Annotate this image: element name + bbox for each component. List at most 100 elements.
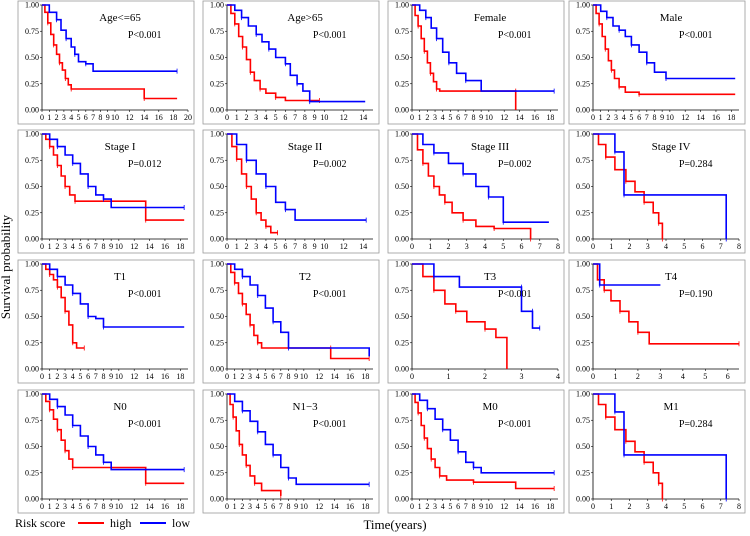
- km-curve-low: [593, 133, 727, 239]
- y-tick-label: 0.00: [25, 235, 39, 244]
- y-tick-label: 0.00: [210, 365, 224, 374]
- x-tick-label: 0: [591, 113, 595, 122]
- x-tick-label: 4: [664, 242, 668, 251]
- x-tick-label: 2: [447, 242, 451, 251]
- x-tick-label: 10: [115, 502, 123, 511]
- y-tick-label: 0.00: [25, 495, 39, 504]
- km-curve-high: [412, 263, 508, 369]
- x-tick-label: 12: [130, 242, 138, 251]
- x-tick-label: 5: [78, 372, 82, 381]
- x-tick-label: 7: [464, 502, 468, 511]
- x-tick-label: 0: [591, 242, 595, 251]
- x-tick-label: 1: [599, 113, 603, 122]
- x-tick-label: 3: [520, 372, 524, 381]
- x-tick-label: 4: [256, 372, 260, 381]
- x-tick-label: 2: [55, 113, 59, 122]
- panel-title: M1: [663, 401, 678, 413]
- x-tick-label: 2: [55, 242, 59, 251]
- x-tick-label: 6: [456, 502, 460, 511]
- x-tick-label: 1: [428, 242, 432, 251]
- x-tick-label: 16: [531, 502, 539, 511]
- x-tick-label: 9: [109, 242, 113, 251]
- legend-high-label: high: [110, 516, 131, 530]
- x-tick-label: 1: [235, 242, 239, 251]
- x-tick-label: 14: [146, 372, 154, 381]
- panel-pvalue: P=0.012: [128, 159, 162, 170]
- panel-pvalue: P<0.001: [498, 30, 532, 41]
- y-tick-label: 0.50: [210, 312, 224, 321]
- y-tick-label: 0.75: [210, 27, 224, 36]
- x-tick-label: 0: [410, 502, 414, 511]
- km-curve-high: [227, 393, 282, 496]
- x-tick-label: 16: [712, 113, 720, 122]
- x-tick-label: 3: [254, 242, 258, 251]
- x-tick-label: 18: [546, 502, 554, 511]
- y-tick-label: 1.00: [576, 390, 590, 399]
- km-panel: 0.000.250.500.751.000 1 2 3 4 5 6 7 8 9 10 12 14 16 18…: [17, 259, 195, 384]
- y-tick-label: 0.50: [395, 53, 409, 62]
- x-tick-label: 6: [283, 113, 287, 122]
- x-tick-label: 8: [303, 113, 307, 122]
- x-tick-label: 0: [40, 113, 44, 122]
- km-panel: 0.000.250.500.751.000 1 2 3 4 5 6 7 8 9 10 12 14 16 18…: [387, 390, 565, 514]
- panel-title: N0: [113, 401, 127, 413]
- x-tick-label: 10: [320, 113, 328, 122]
- y-tick-label: 0.75: [576, 286, 590, 295]
- panel-pvalue: P=0.002: [498, 159, 532, 170]
- x-tick-label: 1: [48, 372, 52, 381]
- y-tick-label: 0.25: [25, 79, 39, 88]
- x-tick-label: 8: [286, 372, 290, 381]
- x-tick-label: 4: [441, 502, 445, 511]
- x-tick-label: 5: [448, 502, 452, 511]
- x-tick-label: 6: [271, 502, 275, 511]
- y-tick-label: 0.75: [210, 286, 224, 295]
- x-tick-label: 0: [591, 372, 595, 381]
- x-tick-label: 8: [101, 372, 105, 381]
- y-tick-label: 0.75: [210, 416, 224, 425]
- panel-pvalue: P=0.284: [679, 419, 713, 430]
- x-tick-label: 5: [263, 502, 267, 511]
- y-tick-label: 0.75: [395, 416, 409, 425]
- panel-border: [17, 259, 195, 384]
- x-tick-label: 14: [359, 242, 367, 251]
- panel-title: N1−3: [293, 401, 319, 413]
- x-tick-label: 7: [279, 372, 283, 381]
- km-curve-high: [42, 263, 85, 349]
- panel-title: Female: [474, 12, 506, 24]
- x-tick-label: 3: [248, 502, 252, 511]
- x-tick-label: 4: [71, 372, 75, 381]
- y-tick-label: 1.00: [395, 260, 409, 269]
- x-tick-label: 12: [681, 113, 689, 122]
- x-tick-label: 16: [346, 502, 354, 511]
- panel-title: Stage IV: [652, 141, 691, 153]
- x-tick-label: 4: [69, 113, 73, 122]
- panel-title: M0: [482, 401, 498, 413]
- panels: 0.000.250.500.751.000 1 2 3 4 5 6 7 8 9 10 12 14 16 18…: [17, 1, 746, 514]
- km-curve-high: [227, 263, 370, 360]
- y-tick-label: 0.25: [210, 79, 224, 88]
- x-tick-label: 6: [456, 113, 460, 122]
- y-tick-label: 1.00: [210, 260, 224, 269]
- x-tick-label: 9: [313, 242, 317, 251]
- x-tick-label: 1: [48, 242, 52, 251]
- panel-border: [387, 259, 565, 384]
- x-tick-label: 7: [719, 242, 723, 251]
- y-tick-label: 1.00: [210, 1, 224, 10]
- x-tick-label: 3: [63, 242, 67, 251]
- y-tick-label: 0.25: [395, 338, 409, 347]
- x-tick-label: 12: [130, 372, 138, 381]
- x-tick-label: 2: [483, 372, 487, 381]
- x-tick-label: 3: [646, 242, 650, 251]
- x-tick-label: 7: [538, 242, 542, 251]
- y-tick-label: 0.50: [576, 53, 590, 62]
- x-tick-label: 7: [464, 113, 468, 122]
- x-tick-label: 18: [176, 242, 184, 251]
- y-tick-label: 0.75: [576, 416, 590, 425]
- x-tick-label: 6: [520, 242, 524, 251]
- y-tick-label: 0.50: [395, 312, 409, 321]
- x-tick-label: 0: [40, 372, 44, 381]
- x-tick-label: 18: [176, 372, 184, 381]
- km-panel: 0.000.250.500.751.000 1 2 3 4 5 6 7 8 9 10 12 14 16 18…: [17, 390, 195, 514]
- y-tick-label: 0.25: [395, 468, 409, 477]
- x-tick-label: 7: [94, 502, 98, 511]
